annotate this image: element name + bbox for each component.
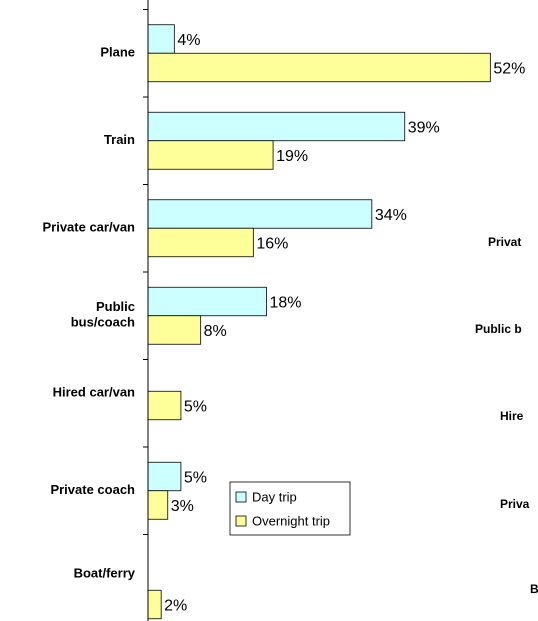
value-label: 18% [270, 295, 302, 312]
category-label: Hired car/van [53, 385, 135, 400]
bar [147, 390, 182, 421]
value-label: 34% [375, 207, 407, 224]
category-label: Train [104, 132, 135, 147]
bar [147, 461, 182, 492]
bar [147, 589, 162, 620]
bar [147, 140, 274, 170]
bar [147, 199, 373, 229]
bar [147, 286, 267, 317]
value-label: 19% [276, 148, 308, 165]
category-label: Private coach [50, 482, 135, 497]
category-label: Private car/van [42, 220, 135, 235]
clipped-label: Public b [475, 322, 522, 336]
clipped-label: Privat [488, 235, 521, 249]
value-label: 2% [164, 598, 187, 615]
bar [147, 315, 202, 345]
value-label: 3% [171, 498, 194, 515]
value-label: 16% [256, 236, 288, 253]
bar [147, 227, 254, 258]
bar [147, 24, 175, 54]
legend-swatch [235, 515, 247, 527]
value-label: 5% [184, 399, 207, 416]
category-label: Plane [100, 45, 135, 60]
bar [147, 52, 491, 83]
category-label: Public bus/coach [71, 299, 135, 330]
legend-label: Overnight trip [252, 513, 330, 528]
clipped-label: B [530, 582, 538, 596]
value-label: 8% [204, 323, 227, 340]
clipped-label: Priva [500, 497, 530, 511]
bar [147, 111, 406, 142]
clipped-label: Hire [500, 409, 524, 423]
legend-label: Day trip [252, 489, 297, 504]
value-label: 4% [177, 32, 200, 49]
value-label: 5% [184, 470, 207, 487]
legend-box [229, 481, 351, 536]
category-label: Boat/ferry [74, 566, 136, 581]
legend-swatch [235, 491, 247, 503]
value-label: 39% [408, 120, 440, 137]
value-label: 52% [493, 61, 525, 78]
bar [147, 490, 169, 520]
